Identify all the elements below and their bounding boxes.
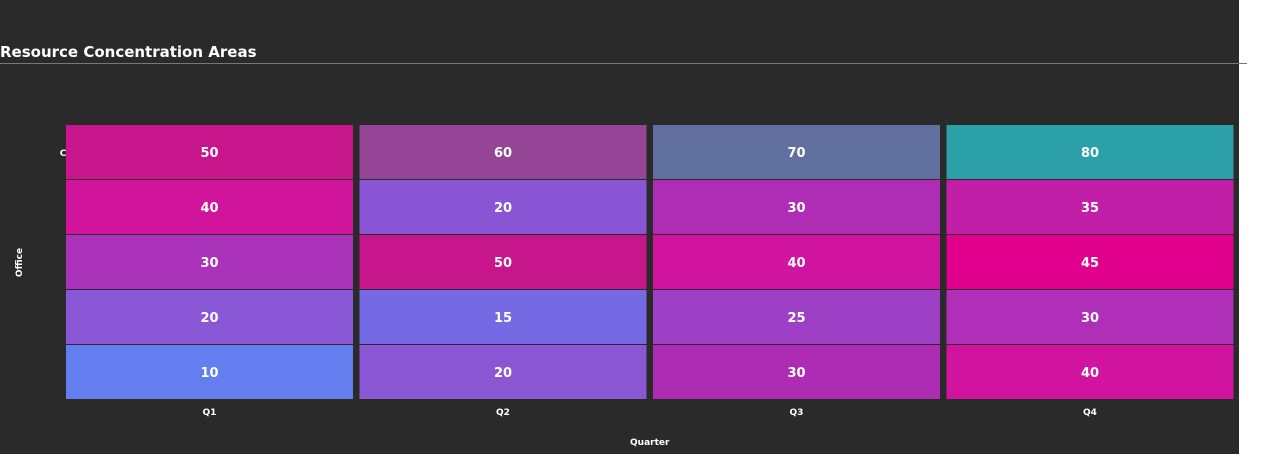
heatmap-cell xyxy=(66,345,353,399)
cell-value-label: 15 xyxy=(494,311,512,326)
heatmap-cell xyxy=(946,235,1234,289)
x-tick-label: Q4 xyxy=(1083,408,1097,418)
x-tick-label: Q1 xyxy=(203,408,217,418)
heatmap-cell xyxy=(359,290,647,344)
heatmap-cell xyxy=(946,125,1234,179)
heatmap-cell xyxy=(946,290,1234,344)
heatmap-cell xyxy=(359,235,647,289)
heatmap-plot: 50 60 70 80 40 20 30 35 30 50 40 45 20 15 25 30 10 20 30 40… xyxy=(15,125,1234,448)
title-divider xyxy=(0,63,1247,64)
x-axis-label: Quarter xyxy=(630,438,670,448)
cell-value-label: 80 xyxy=(1081,146,1099,161)
heatmap-cell xyxy=(66,235,353,289)
cell-value-label: 60 xyxy=(494,146,512,161)
cell-value-label: 20 xyxy=(200,311,218,326)
cell-value-label: 20 xyxy=(494,201,512,216)
cell-value-label: 35 xyxy=(1081,201,1099,216)
heatmap-cell xyxy=(653,345,940,399)
cell-value-label: 30 xyxy=(1081,311,1099,326)
heatmap-cell xyxy=(66,125,353,179)
heatmap-cell xyxy=(653,290,940,344)
heatmap-cell xyxy=(359,125,647,179)
y-axis-label: Office xyxy=(15,248,25,277)
chart-title: Resource Concentration Areas xyxy=(0,43,257,61)
x-tick-label: Q2 xyxy=(496,408,510,418)
heatmap-cell xyxy=(66,180,353,234)
cell-value-label: 25 xyxy=(787,311,805,326)
cell-value-label: 30 xyxy=(200,256,218,271)
heatmap-cell xyxy=(359,180,647,234)
cell-value-label: 70 xyxy=(787,146,805,161)
heatmap-cell xyxy=(946,345,1234,399)
cell-value-label: 10 xyxy=(200,366,218,381)
cell-value-label: 45 xyxy=(1081,256,1099,271)
cell-value-label: 40 xyxy=(787,256,805,271)
heatmap-cell xyxy=(66,290,353,344)
heatmap-cell xyxy=(653,235,940,289)
heatmap-cell xyxy=(359,345,647,399)
cell-value-label: 40 xyxy=(1081,366,1099,381)
cell-value-label: 50 xyxy=(200,146,218,161)
y-tick-label: C xyxy=(60,149,67,159)
cell-value-label: 40 xyxy=(200,201,218,216)
heatmap-cell xyxy=(653,180,940,234)
chart-panel: Resource Concentration Areas 50 60 70 80 40 2… xyxy=(0,0,1247,454)
cell-value-label: 20 xyxy=(494,366,512,381)
x-tick-label: Q3 xyxy=(790,408,804,418)
heatmap-cell xyxy=(653,125,940,179)
heatmap-cell xyxy=(946,180,1234,234)
cell-value-label: 30 xyxy=(787,201,805,216)
cell-value-label: 30 xyxy=(787,366,805,381)
cell-value-label: 50 xyxy=(494,256,512,271)
